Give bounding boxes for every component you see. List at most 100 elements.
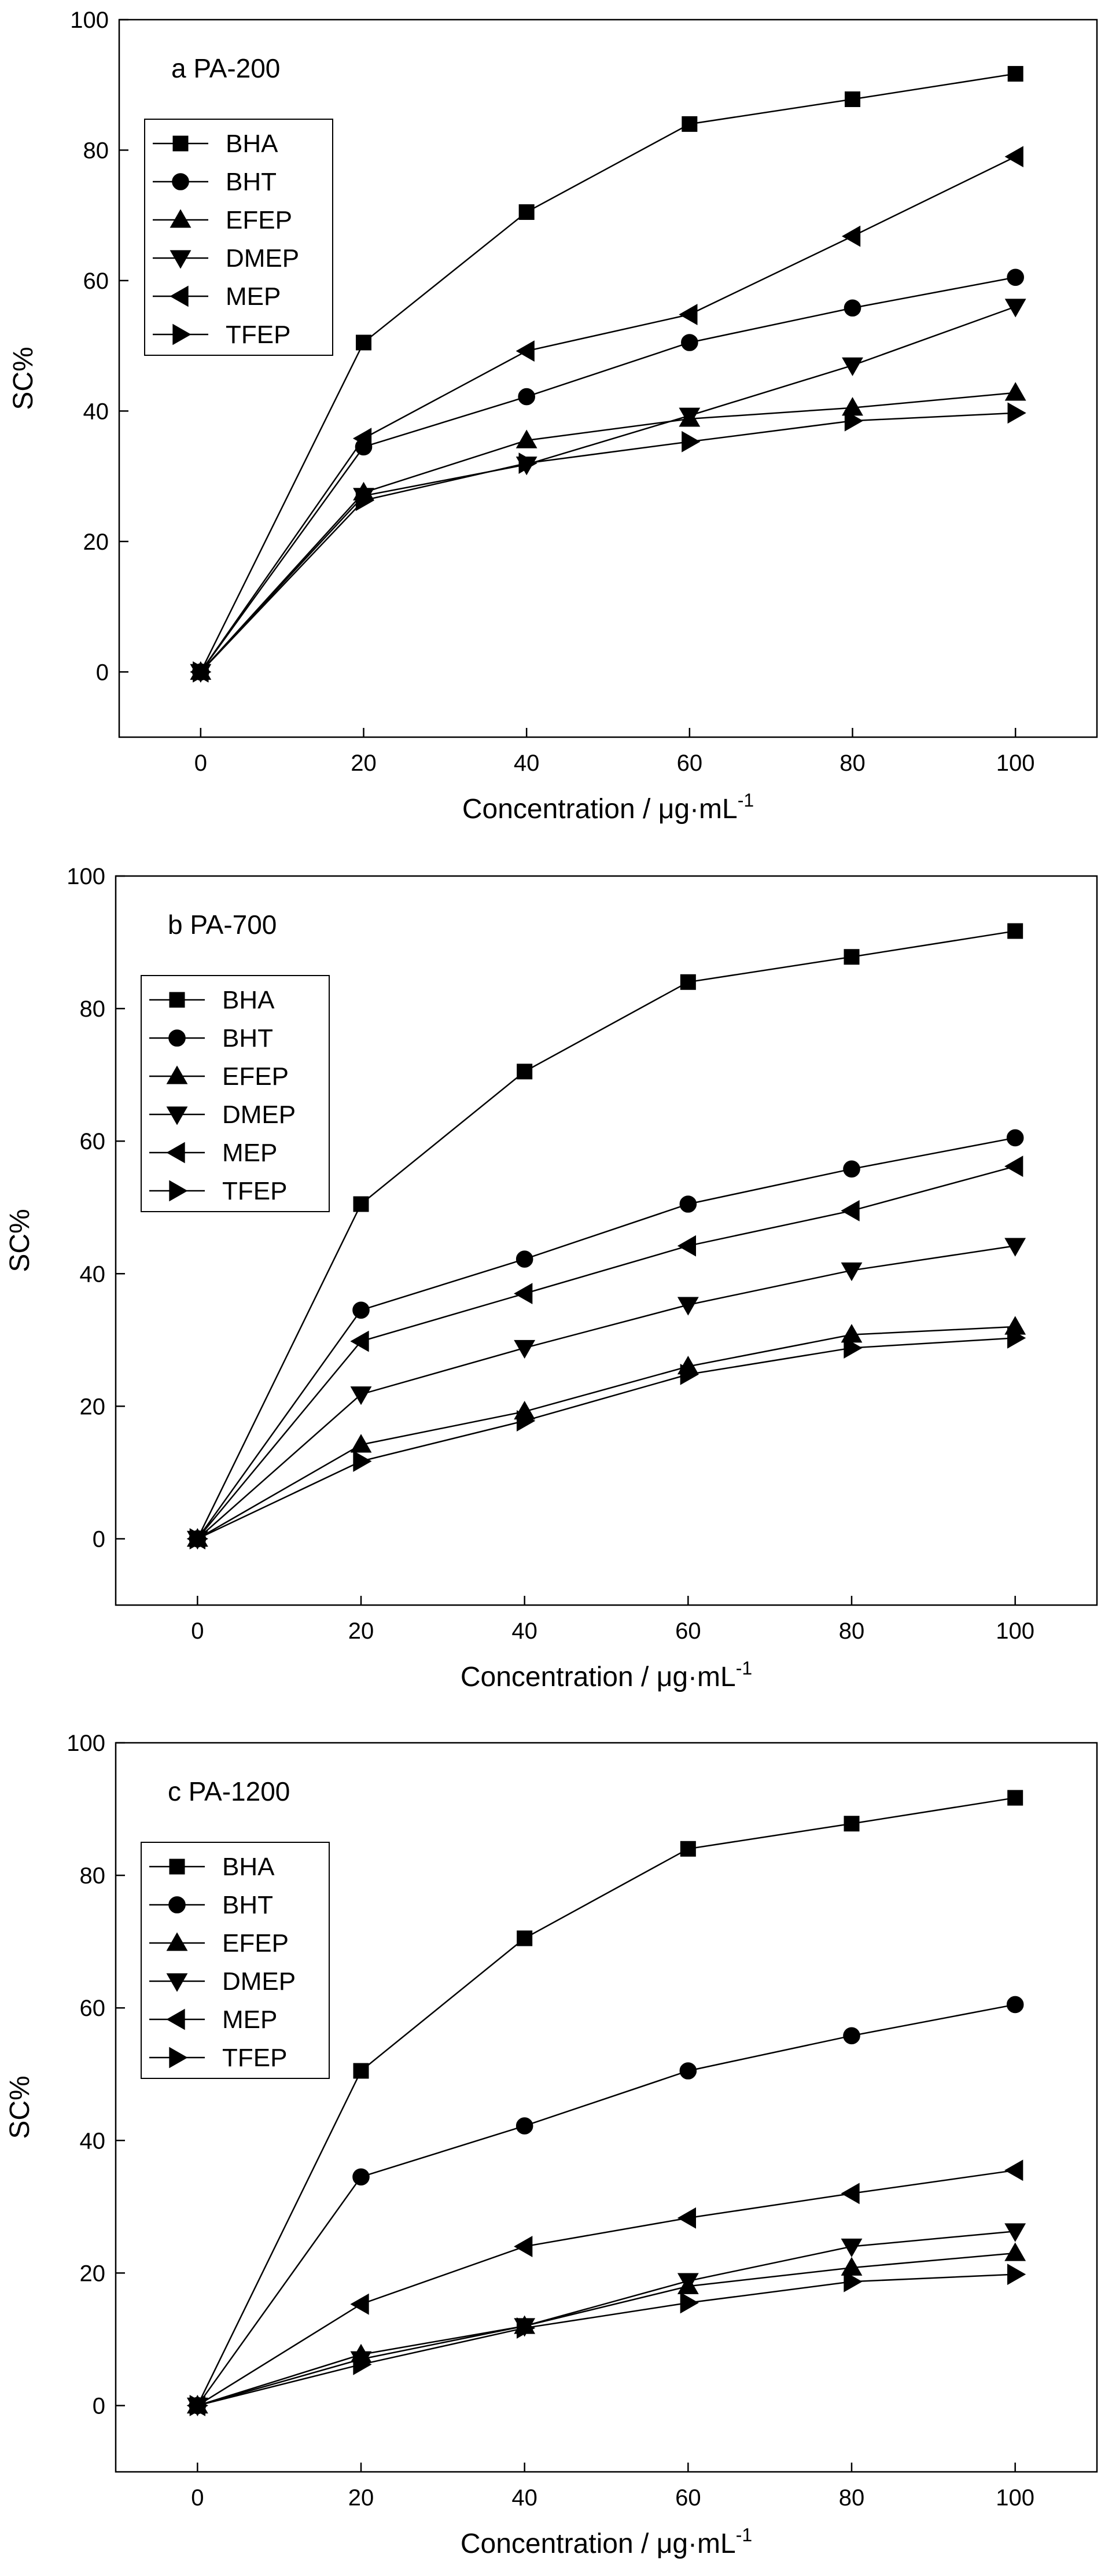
data-point-bha bbox=[356, 334, 371, 351]
plot-frame bbox=[118, 19, 1098, 738]
data-point-mep bbox=[352, 428, 372, 450]
series-line-tfep bbox=[197, 2273, 1015, 2406]
data-point-tfep bbox=[189, 2395, 208, 2416]
x-tick-label: 40 bbox=[511, 2485, 537, 2511]
data-point-mep bbox=[1004, 1155, 1023, 1177]
data-point-bht bbox=[1006, 1996, 1024, 2014]
y-tick-label: 0 bbox=[93, 2393, 105, 2419]
data-point-mep bbox=[677, 1235, 696, 1257]
data-point-tfep bbox=[193, 661, 212, 683]
legend-label-tfep: TFEP bbox=[226, 321, 290, 349]
legend-marker-mep bbox=[166, 1142, 185, 1164]
series-line-tfep bbox=[197, 1337, 1015, 1540]
data-point-bht bbox=[679, 1195, 697, 1213]
legend-marker-mep bbox=[170, 285, 189, 307]
y-tick-label: 80 bbox=[80, 996, 106, 1022]
legend-label-bht: BHT bbox=[222, 1891, 273, 1919]
x-tick-label: 80 bbox=[839, 750, 866, 776]
x-axis-title-superscript: -1 bbox=[736, 1658, 752, 1679]
series-line-tfep bbox=[200, 412, 1016, 673]
data-point-bha bbox=[845, 91, 860, 108]
panel-label: c PA-1200 bbox=[168, 1776, 290, 1806]
data-point-bha bbox=[517, 1930, 533, 1946]
data-point-bha bbox=[682, 116, 698, 132]
data-point-tfep bbox=[1007, 2264, 1026, 2286]
series-line-mep bbox=[200, 156, 1016, 672]
x-axis-title: Concentration / μg·mL-1 bbox=[462, 790, 754, 825]
data-point-bht bbox=[352, 2168, 370, 2186]
panel-label: b PA-700 bbox=[168, 910, 277, 940]
x-axis-title-main: Concentration / μg·mL bbox=[461, 2529, 736, 2559]
x-tick-label: 60 bbox=[675, 2485, 701, 2511]
legend-label-efep: EFEP bbox=[222, 1062, 289, 1091]
x-tick-label: 60 bbox=[677, 750, 703, 776]
data-point-dmep bbox=[679, 407, 701, 426]
legend-label-mep: MEP bbox=[226, 282, 281, 311]
data-point-dmep bbox=[677, 1297, 699, 1316]
x-axis-title: Concentration / μg·mL-1 bbox=[461, 1658, 752, 1692]
x-axis-title-main: Concentration / μg·mL bbox=[462, 794, 738, 825]
data-point-mep bbox=[1004, 146, 1023, 168]
data-point-mep bbox=[679, 304, 698, 325]
legend-label-tfep: TFEP bbox=[222, 1177, 287, 1205]
y-tick-label: 60 bbox=[80, 1129, 106, 1154]
legend-label-efep: EFEP bbox=[226, 206, 292, 234]
panel-label: a PA-200 bbox=[171, 53, 280, 83]
series-line-efep bbox=[197, 1326, 1015, 1540]
data-point-tfep bbox=[844, 410, 864, 432]
legend-marker-dmep bbox=[170, 250, 192, 269]
data-point-bha bbox=[517, 1063, 533, 1080]
legend: BHA BHT EFEP DMEP MEP TFEP bbox=[141, 975, 330, 1212]
x-tick-label: 20 bbox=[348, 2485, 374, 2511]
legend-marker-bht bbox=[172, 173, 189, 190]
data-point-tfep bbox=[682, 430, 701, 452]
data-point-bha bbox=[1007, 1790, 1023, 1806]
chart-panel-3: 0 20 40 60 80 100 0 20 40 60 80 100 SC% Concentration… bbox=[5, 1731, 1098, 2559]
legend: BHA BHT EFEP DMEP MEP TFEP bbox=[144, 119, 333, 356]
data-point-bha bbox=[353, 1196, 369, 1212]
data-point-dmep bbox=[1004, 1238, 1026, 1257]
legend: BHA BHT EFEP DMEP MEP TFEP bbox=[141, 1842, 330, 2079]
data-point-dmep bbox=[514, 1339, 536, 1359]
legend-marker-dmep bbox=[166, 1106, 188, 1125]
data-point-dmep bbox=[841, 1262, 863, 1282]
y-tick-label: 20 bbox=[80, 1394, 106, 1419]
legend-marker-bha bbox=[172, 135, 189, 152]
series-line-dmep bbox=[200, 306, 1016, 673]
data-point-dmep bbox=[1004, 2223, 1026, 2242]
data-point-bha bbox=[844, 949, 860, 965]
data-point-bha bbox=[518, 204, 535, 220]
data-point-dmep bbox=[1004, 299, 1026, 318]
y-tick-label: 20 bbox=[80, 2261, 106, 2286]
y-tick-label: 0 bbox=[93, 1526, 105, 1552]
data-point-mep bbox=[350, 2293, 369, 2315]
y-tick-label: 60 bbox=[83, 268, 109, 294]
series-line-bha bbox=[200, 73, 1016, 672]
y-tick-label: 0 bbox=[96, 660, 109, 685]
legend-box bbox=[141, 1842, 330, 2079]
legend-box bbox=[144, 119, 333, 356]
chart-panel-2: 0 20 40 60 80 100 0 20 40 60 80 100 SC% Concentration… bbox=[5, 864, 1098, 1692]
plot-frame bbox=[115, 875, 1098, 1606]
series-line-efep bbox=[197, 2252, 1015, 2406]
legend-label-bht: BHT bbox=[226, 168, 277, 196]
x-tick-label: 100 bbox=[996, 750, 1035, 776]
x-tick-label: 0 bbox=[194, 750, 207, 776]
legend-label-bha: BHA bbox=[222, 1853, 275, 1881]
data-point-bht bbox=[844, 299, 861, 317]
x-tick-label: 40 bbox=[514, 750, 540, 776]
legend-label-dmep: DMEP bbox=[222, 1967, 296, 1996]
data-point-mep bbox=[1004, 2159, 1023, 2181]
legend-marker-efep bbox=[166, 1065, 188, 1084]
data-point-tfep bbox=[189, 1528, 208, 1550]
series-line-bht bbox=[200, 277, 1016, 673]
data-point-efep bbox=[1004, 382, 1026, 401]
legend-label-efep: EFEP bbox=[222, 1929, 289, 1957]
data-point-bht bbox=[518, 388, 535, 406]
y-tick-label: 40 bbox=[80, 2128, 106, 2154]
series-line-dmep bbox=[197, 1245, 1015, 1540]
y-axis-title: SC% bbox=[5, 2075, 35, 2139]
x-tick-label: 40 bbox=[511, 1618, 537, 1644]
